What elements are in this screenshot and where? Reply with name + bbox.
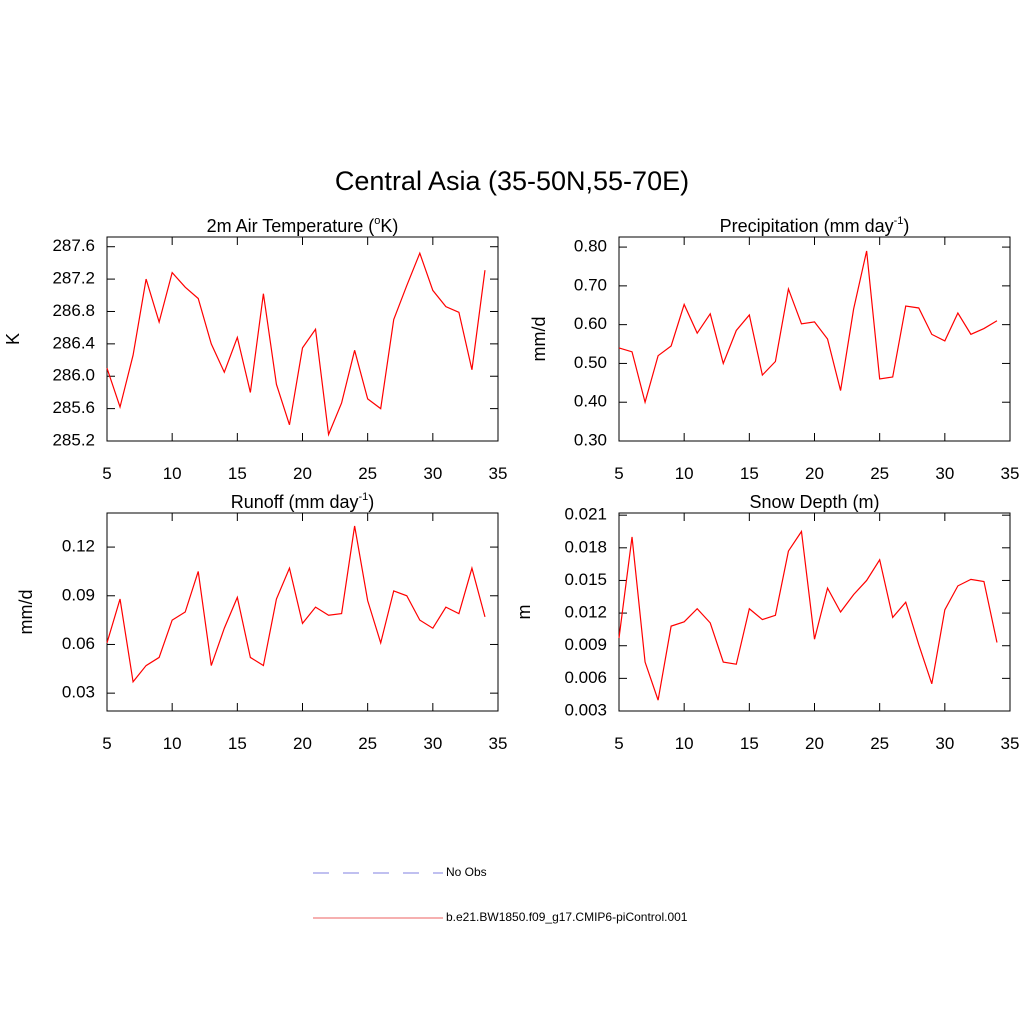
y-tick-label: 0.06 xyxy=(62,634,95,653)
x-tick-label: 10 xyxy=(163,464,182,483)
y-axis-label: mm/d xyxy=(16,590,36,635)
panel: Snow Depth (m) m 5 10 15 20 25 30 35 0.003 0.006 0.… xyxy=(514,492,1020,753)
title-text: K) xyxy=(380,216,398,236)
x-tick-label: 10 xyxy=(163,734,182,753)
y-tick-label: 0.03 xyxy=(62,683,95,702)
panel: 2m Air Temperature (oK) K 5 10 15 20 25 30 35 285… xyxy=(3,215,508,483)
y-tick-label: 0.015 xyxy=(564,570,607,589)
x-tick-label: 35 xyxy=(489,734,508,753)
x-tick-label: 20 xyxy=(805,464,824,483)
x-tick-label: 35 xyxy=(489,464,508,483)
data-line xyxy=(106,251,486,437)
y-tick-label: 0.003 xyxy=(564,700,607,719)
y-tick-label: 0.12 xyxy=(62,537,95,556)
y-axis-label: m xyxy=(514,605,534,620)
x-tick-label: 30 xyxy=(935,734,954,753)
x-tick-label: 25 xyxy=(358,734,377,753)
x-tick-label: 5 xyxy=(102,734,111,753)
y-tick-label: 287.2 xyxy=(52,269,95,288)
suptitle: Central Asia (35-50N,55-70E) xyxy=(335,166,689,196)
y-tick-label: 0.09 xyxy=(62,585,95,604)
y-tick-label: 0.50 xyxy=(574,353,607,372)
x-tick-label: 15 xyxy=(228,464,247,483)
x-tick-label: 30 xyxy=(423,734,442,753)
y-tick-label: 0.70 xyxy=(574,275,607,294)
y-tick-label: 286.8 xyxy=(52,301,95,320)
x-tick-label: 5 xyxy=(614,464,623,483)
legend-label: b.e21.BW1850.f09_g17.CMIP6-piControl.001 xyxy=(446,910,688,924)
title-text: Runoff (mm day xyxy=(231,492,359,512)
panel-title: Runoff (mm day-1) xyxy=(231,491,375,512)
y-tick-label: 0.018 xyxy=(564,537,607,556)
y-tick-label: 0.021 xyxy=(564,505,607,524)
x-tick-label: 20 xyxy=(805,734,824,753)
panel-title: 2m Air Temperature (oK) xyxy=(207,215,399,236)
title-superscript: -1 xyxy=(358,491,368,503)
x-tick-label: 25 xyxy=(358,464,377,483)
x-tick-label: 15 xyxy=(740,734,759,753)
panel: Precipitation (mm day-1) mm/d 5 10 15 20 25 30 3… xyxy=(529,215,1020,483)
title-text: ) xyxy=(368,492,374,512)
x-tick-label: 20 xyxy=(293,734,312,753)
y-tick-label: 286.4 xyxy=(52,333,95,352)
y-tick-label: 285.2 xyxy=(52,430,95,449)
title-superscript: o xyxy=(374,215,380,227)
x-tick-label: 5 xyxy=(614,734,623,753)
title-text: Snow Depth (m) xyxy=(749,492,879,512)
y-tick-label: 0.006 xyxy=(564,668,607,687)
panel-title: Precipitation (mm day-1) xyxy=(720,215,910,236)
x-tick-label: 10 xyxy=(675,734,694,753)
legend-label: No Obs xyxy=(446,865,487,879)
y-tick-label: 287.6 xyxy=(52,236,95,255)
data-line xyxy=(106,525,486,684)
x-tick-label: 25 xyxy=(870,464,889,483)
y-tick-label: 0.009 xyxy=(564,635,607,654)
x-tick-label: 10 xyxy=(675,464,694,483)
y-tick-label: 285.6 xyxy=(52,398,95,417)
title-text: Precipitation (mm day xyxy=(720,216,894,236)
x-tick-label: 35 xyxy=(1001,464,1020,483)
x-tick-label: 30 xyxy=(935,464,954,483)
x-tick-label: 35 xyxy=(1001,734,1020,753)
y-tick-label: 0.80 xyxy=(574,237,607,256)
x-tick-label: 20 xyxy=(293,464,312,483)
x-tick-label: 30 xyxy=(423,464,442,483)
y-axis-label: mm/d xyxy=(529,317,549,362)
y-axis-label: K xyxy=(3,333,23,345)
y-tick-label: 0.30 xyxy=(574,430,607,449)
y-tick-label: 0.012 xyxy=(564,603,607,622)
x-tick-label: 15 xyxy=(228,734,247,753)
legend: No Obs b.e21.BW1850.f09_g17.CMIP6-piContr… xyxy=(313,865,688,924)
y-tick-label: 286.0 xyxy=(52,366,95,385)
x-tick-label: 5 xyxy=(102,464,111,483)
title-superscript: -1 xyxy=(894,215,904,227)
x-tick-label: 15 xyxy=(740,464,759,483)
title-text: 2m Air Temperature ( xyxy=(207,216,375,236)
data-line xyxy=(618,529,998,701)
y-tick-label: 0.60 xyxy=(574,314,607,333)
x-tick-label: 25 xyxy=(870,734,889,753)
y-tick-label: 0.40 xyxy=(574,392,607,411)
data-line xyxy=(618,250,998,405)
title-text: ) xyxy=(903,216,909,236)
panel: Runoff (mm day-1) mm/d 5 10 15 20 25 30 35 0.03 0.… xyxy=(16,491,508,753)
panel-title: Snow Depth (m) xyxy=(749,492,879,512)
